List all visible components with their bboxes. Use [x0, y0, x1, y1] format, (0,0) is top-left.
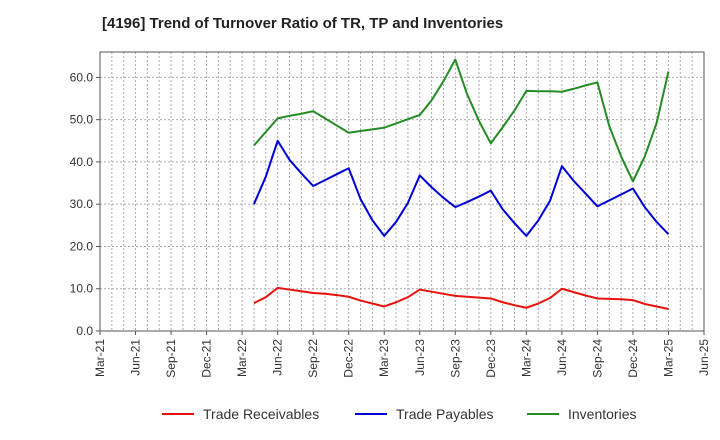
- x-axis: Mar-21 Jun-21 Sep-21 Dec-21 Mar-22 Jun-22 Sep-…: [93, 331, 711, 378]
- x-tick-label: Mar-22: [235, 339, 249, 377]
- x-tick-label: Mar-23: [377, 339, 391, 377]
- chart-title: [4196] Trend of Turnover Ratio of TR, TP…: [102, 15, 504, 32]
- legend-label-trade-receivables: Trade Receivables: [203, 406, 319, 422]
- y-tick-label: 40.0: [70, 155, 94, 169]
- x-tick-label: Mar-25: [661, 339, 675, 377]
- x-tick-label: Jun-25: [697, 339, 711, 376]
- series-line-inventories: [253, 58, 670, 183]
- x-tick-label: Jun-24: [555, 339, 569, 376]
- x-tick-label: Jun-22: [271, 339, 285, 376]
- series-line-trade-receivables: [253, 286, 669, 310]
- y-tick-label: 0.0: [76, 324, 93, 338]
- x-tick-label: Dec-22: [342, 339, 356, 378]
- grid-lines: [99, 52, 705, 332]
- y-tick-label: 60.0: [70, 70, 94, 84]
- x-tick-label: Mar-24: [519, 339, 533, 377]
- legend-label-trade-payables: Trade Payables: [396, 406, 494, 422]
- x-tick-label: Jun-21: [129, 339, 143, 376]
- y-tick-label: 10.0: [70, 282, 94, 296]
- y-tick-label: 20.0: [70, 239, 94, 253]
- series-lines: [253, 58, 670, 310]
- x-tick-label: Sep-22: [306, 339, 320, 378]
- x-tick-label: Dec-21: [200, 339, 214, 378]
- y-axis: 0.0 10.0 20.0 30.0 40.0 50.0 60.0: [70, 70, 100, 338]
- y-tick-label: 50.0: [70, 113, 94, 127]
- series-line-trade-payables: [253, 139, 670, 237]
- legend-label-inventories: Inventories: [568, 406, 636, 422]
- y-tick-label: 30.0: [70, 197, 94, 211]
- legend: Trade Receivables Trade Payables Inventori…: [162, 406, 636, 422]
- plot-frame: [99, 51, 705, 332]
- x-tick-label: Jun-23: [413, 339, 427, 376]
- x-tick-label: Sep-24: [590, 339, 604, 378]
- x-tick-label: Sep-21: [164, 339, 178, 378]
- x-tick-label: Dec-23: [484, 339, 498, 378]
- x-tick-label: Dec-24: [626, 339, 640, 378]
- x-tick-label: Sep-23: [448, 339, 462, 378]
- x-tick-label: Mar-21: [93, 339, 107, 377]
